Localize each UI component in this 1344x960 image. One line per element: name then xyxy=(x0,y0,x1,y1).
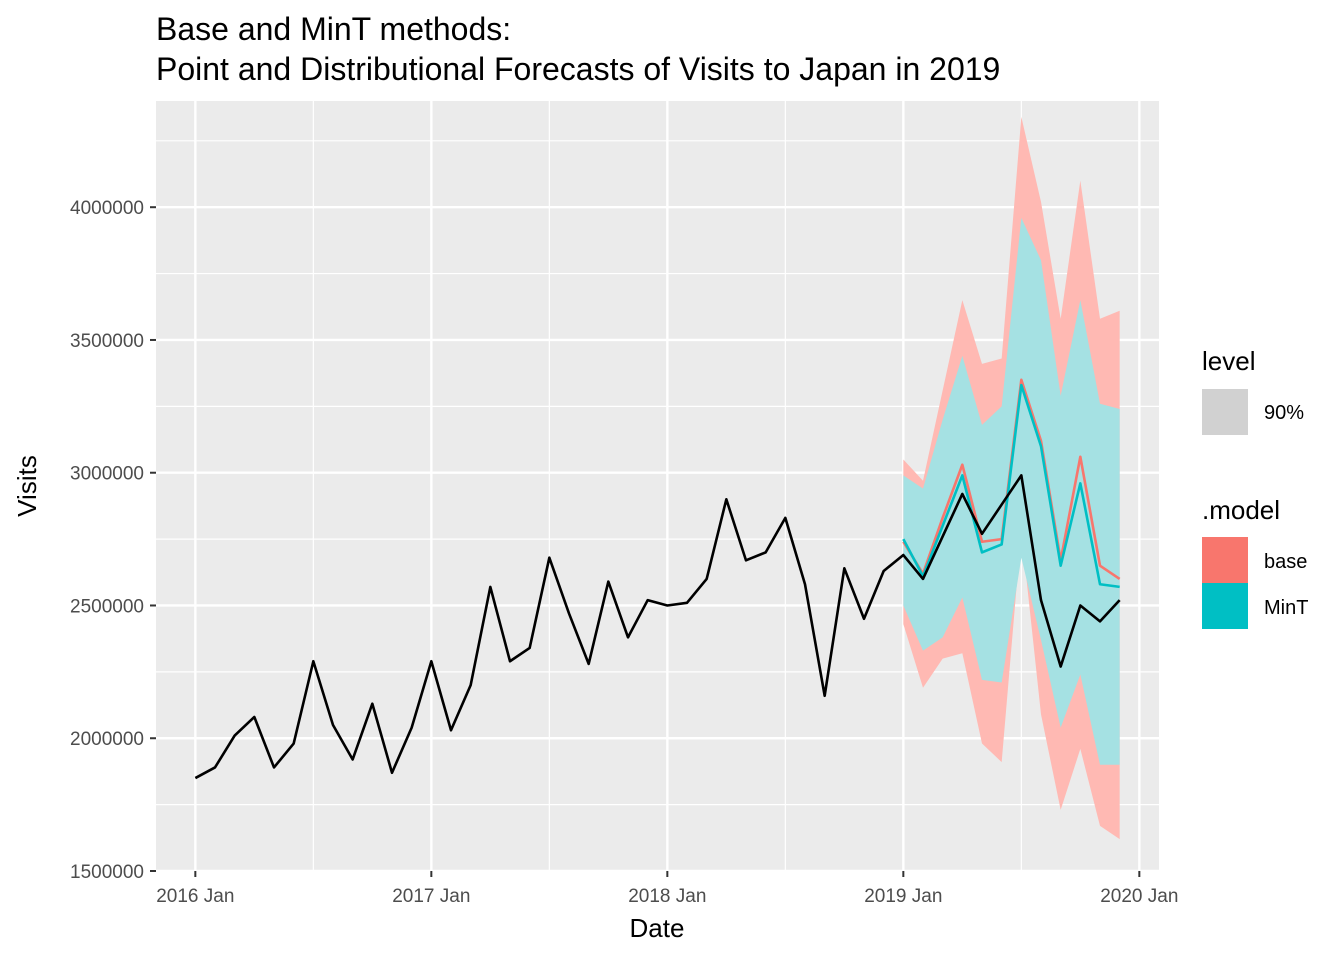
y-tick-label: 4000000 xyxy=(70,198,144,219)
x-axis-title: Date xyxy=(630,913,685,943)
y-tick-label: 3000000 xyxy=(70,464,144,485)
y-tick-label: 1500000 xyxy=(70,862,144,883)
legend-model-title: .model xyxy=(1202,495,1280,525)
chart-title: Base and MinT methods: xyxy=(156,11,511,47)
y-axis: 1500000 2000000 2500000 3000000 3500000 40000… xyxy=(70,198,156,883)
y-tick-label: 2000000 xyxy=(70,729,144,750)
series-line-mint xyxy=(902,383,1120,589)
legend-key-mint xyxy=(1202,583,1248,629)
y-tick-label: 2500000 xyxy=(70,596,144,617)
legend-label-mint: MinT xyxy=(1264,597,1308,619)
x-tick-label: 2017 Jan xyxy=(392,886,470,907)
y-tick-label: 3500000 xyxy=(70,331,144,352)
legend: level 90% .model base MinT xyxy=(1202,346,1308,629)
chart-subtitle: Point and Distributional Forecasts of Vi… xyxy=(156,51,1000,87)
legend-key-base xyxy=(1202,537,1248,583)
x-tick-label: 2018 Jan xyxy=(628,886,706,907)
series-lines xyxy=(194,378,1121,780)
legend-level-key xyxy=(1202,389,1248,435)
series-line-actual xyxy=(194,474,1121,780)
major-gridlines xyxy=(156,101,1159,873)
x-tick-label: 2019 Jan xyxy=(864,886,942,907)
x-axis: 2016 Jan 2017 Jan 2018 Jan 2019 Jan 2020 Jan xyxy=(156,871,1178,907)
x-tick-label: 2020 Jan xyxy=(1100,886,1178,907)
legend-level-title: level xyxy=(1202,346,1255,376)
x-tick-label: 2016 Jan xyxy=(156,886,234,907)
y-axis-title: Visits xyxy=(12,455,42,517)
legend-level-label: 90% xyxy=(1264,402,1304,424)
legend-label-base: base xyxy=(1264,551,1307,573)
